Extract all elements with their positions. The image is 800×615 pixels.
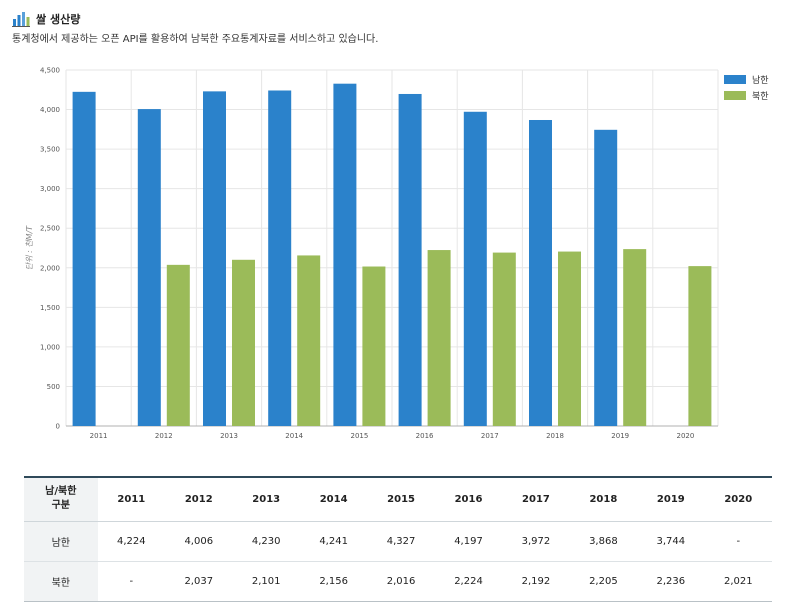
x-tick-label: 2020 xyxy=(676,432,694,440)
table-cell: 4,230 xyxy=(232,521,300,562)
bar-north-2015[interactable] xyxy=(362,266,386,426)
page-subtitle: 통계청에서 제공하는 오픈 API를 활용하여 남북한 주요통계자료를 서비스하… xyxy=(12,34,379,45)
table-cell: 4,327 xyxy=(367,521,435,562)
page-title: 쌀 생산량 xyxy=(36,13,81,26)
table-header-year: 2020 xyxy=(704,477,772,522)
table-cell: 2,156 xyxy=(299,561,368,602)
bar-chart-icon xyxy=(12,12,30,27)
data-table-container: 남/북한 구분 2011 2012 2013 2014 2015 2016 2017 2018… xyxy=(24,476,772,602)
legend-label[interactable]: 북한 xyxy=(752,91,769,102)
bar-south-2011[interactable] xyxy=(72,91,96,427)
table-cell: 4,197 xyxy=(434,521,503,562)
y-tick-label: 1,500 xyxy=(40,304,60,312)
table-cell: 2,037 xyxy=(165,561,233,602)
table-header-row: 남/북한 구분 2011 2012 2013 2014 2015 2016 2017 2018… xyxy=(24,477,772,522)
x-tick-label: 2016 xyxy=(416,432,434,440)
table-cell: 4,241 xyxy=(299,521,368,562)
y-tick-label: 3,500 xyxy=(40,146,60,154)
table-cell: 2,101 xyxy=(232,561,300,602)
table-cell: 3,972 xyxy=(502,521,570,562)
table-header-year: 2018 xyxy=(569,477,638,522)
y-axis-ticks: 0 500 1,000 1,500 2,000 2,500 3,000 3,500 4,000 4… xyxy=(40,67,60,431)
y-tick-label: 2,000 xyxy=(40,264,60,272)
bar-north-2018[interactable] xyxy=(558,251,581,426)
table-header-year: 2013 xyxy=(232,477,300,522)
table-cell: 2,205 xyxy=(569,561,638,602)
legend-swatch[interactable] xyxy=(724,91,746,100)
x-tick-label: 2015 xyxy=(350,432,368,440)
table-header-year: 2016 xyxy=(434,477,503,522)
bar-south-2018[interactable] xyxy=(529,119,552,426)
data-table: 남/북한 구분 2011 2012 2013 2014 2015 2016 2017 2018… xyxy=(24,476,772,602)
y-tick-label: 0 xyxy=(56,423,60,431)
title-row: 쌀 생산량 xyxy=(12,10,792,28)
x-tick-label: 2014 xyxy=(285,432,303,440)
bar-south-2017[interactable] xyxy=(463,111,487,427)
table-cell: - xyxy=(704,521,772,562)
bar-south-2012[interactable] xyxy=(137,109,161,427)
bar-south-2013[interactable] xyxy=(203,91,226,427)
rice-production-chart: 0 500 1,000 1,500 2,000 2,500 3,000 3,500 4,000 4… xyxy=(25,67,769,441)
y-tick-label: 2,500 xyxy=(40,225,60,233)
grid-lines xyxy=(65,69,719,427)
table-header-year: 2011 xyxy=(97,477,166,522)
table-row-label: 북한 xyxy=(24,561,98,602)
bar-south-2016[interactable] xyxy=(398,93,422,426)
x-tick-label: 2019 xyxy=(611,432,629,440)
bar-north-2013[interactable] xyxy=(232,259,255,426)
x-tick-label: 2018 xyxy=(546,432,564,440)
bar-north-2020[interactable] xyxy=(688,266,712,426)
table-header-category: 남/북한 구분 xyxy=(24,477,98,522)
bar-north-2019[interactable] xyxy=(623,249,647,426)
table-cell: 2,192 xyxy=(502,561,570,602)
table-cell: 3,868 xyxy=(569,521,638,562)
y-tick-label: 1,000 xyxy=(40,343,60,351)
table-row-label: 남한 xyxy=(24,521,98,562)
legend-swatch[interactable] xyxy=(724,75,746,84)
bar-north-2017[interactable] xyxy=(492,252,516,426)
table-row: 북한 -2,037 2,101 2,156 2,016 2,224 2,192 2,205 2,… xyxy=(24,561,772,602)
bar-north-2016[interactable] xyxy=(427,250,451,426)
y-tick-label: 4,000 xyxy=(40,106,60,114)
bar-south-2014[interactable] xyxy=(268,90,292,426)
legend-label[interactable]: 남한 xyxy=(752,75,769,86)
bar-north-2014[interactable] xyxy=(297,255,321,426)
header-label-line1: 남/북한 xyxy=(45,486,77,498)
table-cell: 2,021 xyxy=(704,561,772,602)
x-tick-label: 2011 xyxy=(90,432,108,440)
table-header-year: 2015 xyxy=(367,477,435,522)
y-tick-label: 3,000 xyxy=(40,185,60,193)
x-tick-label: 2013 xyxy=(220,432,238,440)
bars xyxy=(72,83,712,427)
table-row: 남한 4,224 4,006 4,230 4,241 4,327 4,197 3,972 3,8… xyxy=(24,521,772,562)
table-cell: 3,744 xyxy=(637,521,705,562)
bar-south-2019[interactable] xyxy=(594,129,618,427)
table-cell: 2,236 xyxy=(637,561,705,602)
table-cell: 4,006 xyxy=(165,521,233,562)
table-header-year: 2019 xyxy=(637,477,705,522)
header-label-line2: 구분 xyxy=(51,500,70,512)
y-axis-label: 단위 : 천M/T xyxy=(25,225,34,270)
bar-south-2015[interactable] xyxy=(333,83,357,426)
table-header-year: 2012 xyxy=(165,477,233,522)
table-header-year: 2014 xyxy=(299,477,368,522)
table-cell: 2,016 xyxy=(367,561,435,602)
y-tick-label: 500 xyxy=(47,383,60,391)
table-cell: 4,224 xyxy=(97,521,166,562)
y-tick-label: 4,500 xyxy=(40,67,60,75)
bar-north-2012[interactable] xyxy=(166,264,190,426)
x-axis-ticks: 2011 2012 2013 2014 2015 2016 2017 2018 2019 2020 xyxy=(90,432,695,440)
table-header-year: 2017 xyxy=(502,477,570,522)
x-tick-label: 2012 xyxy=(155,432,173,440)
table-cell: 2,224 xyxy=(434,561,503,602)
table-cell: - xyxy=(97,561,166,602)
page-header: 쌀 생산량 통계청에서 제공하는 오픈 API를 활용하여 남북한 주요통계자료… xyxy=(12,10,792,45)
x-tick-label: 2017 xyxy=(481,432,499,440)
